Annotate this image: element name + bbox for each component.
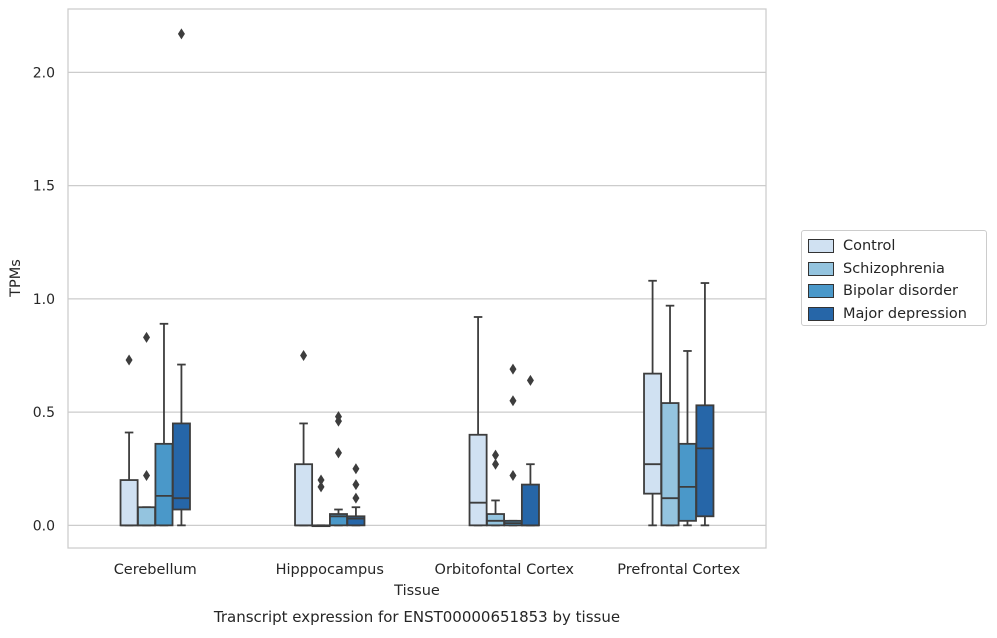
outlier-point <box>352 463 360 475</box>
outlier-point <box>317 474 325 486</box>
box-bipolar-disorder-orbitofontal-cortex <box>503 363 523 527</box>
outlier-point <box>492 458 500 470</box>
outlier-point <box>143 470 151 482</box>
y-tick-label: 2.0 <box>33 65 55 81</box>
legend-swatch-bipolar-disorder <box>808 284 834 299</box>
outlier-point <box>352 479 360 491</box>
x-tick-label: Prefrontal Cortex <box>617 562 740 578</box>
legend-label-schizophrenia: Schizophrenia <box>843 260 945 277</box>
box-body <box>486 513 505 527</box>
outlier-point <box>352 492 360 504</box>
x-axis-label: Tissue <box>393 583 440 599</box>
outlier-point <box>526 374 534 386</box>
legend: Control Schizophrenia Bipolar disorder M… <box>801 230 987 326</box>
box-bipolar-disorder-hipppocampus <box>329 411 348 527</box>
outlier-point <box>317 481 325 493</box>
legend-item-schizophrenia: Schizophrenia <box>808 258 986 281</box>
box-body <box>154 442 174 527</box>
box-body <box>137 506 156 527</box>
box-control-prefrontal-cortex <box>643 279 663 527</box>
box-bipolar-disorder-prefrontal-cortex <box>678 350 697 527</box>
legend-swatch-major-depression <box>808 306 834 321</box>
box-major-depression-cerebellum <box>171 28 191 527</box>
box-control-hipppocampus <box>294 350 314 527</box>
legend-swatch-control <box>808 239 834 254</box>
outlier-point <box>125 354 133 366</box>
y-axis-label: TPMs <box>8 259 24 298</box>
box-body <box>346 515 366 527</box>
box-body <box>468 433 488 527</box>
legend-label-control: Control <box>843 238 896 255</box>
box-body <box>678 442 697 522</box>
outlier-point <box>492 449 500 461</box>
legend-item-bipolar-disorder: Bipolar disorder <box>808 280 986 303</box>
outlier-point <box>509 395 517 407</box>
plot-area-frame <box>67 8 767 549</box>
box-major-depression-orbitofontal-cortex <box>520 374 540 527</box>
x-tick-labels: Cerebellum Hipppocampus Orbitofontal Corte… <box>114 562 741 578</box>
outlier-point <box>509 363 517 375</box>
legend-item-major-depression: Major depression <box>808 303 986 326</box>
box-bipolar-disorder-cerebellum <box>154 322 174 527</box>
x-tick-label: Orbitofontal Cortex <box>435 562 575 578</box>
y-tick-label: 0.0 <box>33 518 55 534</box>
box-control-cerebellum <box>119 354 139 527</box>
outlier-point <box>143 331 151 343</box>
outlier-point <box>334 447 342 459</box>
box-body <box>294 463 314 527</box>
x-tick-label: Hipppocampus <box>276 562 384 578</box>
box-control-orbitofontal-cortex <box>468 316 488 527</box>
box-schizophrenia-cerebellum <box>137 331 156 527</box>
box-plot-series <box>119 28 715 528</box>
box-schizophrenia-prefrontal-cortex <box>660 304 680 527</box>
legend-label-major-depression: Major depression <box>843 305 967 322</box>
outlier-point <box>177 28 185 40</box>
box-schizophrenia-hipppocampus <box>311 474 331 528</box>
chart-caption: Transcript expression for ENST0000065185… <box>213 608 620 626</box>
y-tick-label: 1.0 <box>33 292 55 308</box>
box-body <box>695 404 715 518</box>
box-body <box>520 483 540 527</box>
box-body <box>171 422 191 511</box>
x-tick-label: Cerebellum <box>114 562 197 578</box>
y-tick-label: 1.5 <box>33 179 55 195</box>
outlier-point <box>334 411 342 423</box>
outlier-point <box>300 350 308 361</box>
box-body <box>643 372 663 495</box>
box-body <box>119 479 139 527</box>
y-tick-labels: 0.0 0.5 1.0 1.5 2.0 <box>33 65 55 534</box>
legend-swatch-schizophrenia <box>808 261 834 276</box>
legend-label-bipolar-disorder: Bipolar disorder <box>843 283 958 300</box>
box-schizophrenia-orbitofontal-cortex <box>486 449 505 527</box>
outlier-point <box>509 470 517 482</box>
box-major-depression-hipppocampus <box>346 463 366 527</box>
y-tick-label: 0.5 <box>33 405 55 421</box>
box-body <box>660 402 680 527</box>
box-major-depression-prefrontal-cortex <box>695 282 715 527</box>
legend-item-control: Control <box>808 235 986 258</box>
